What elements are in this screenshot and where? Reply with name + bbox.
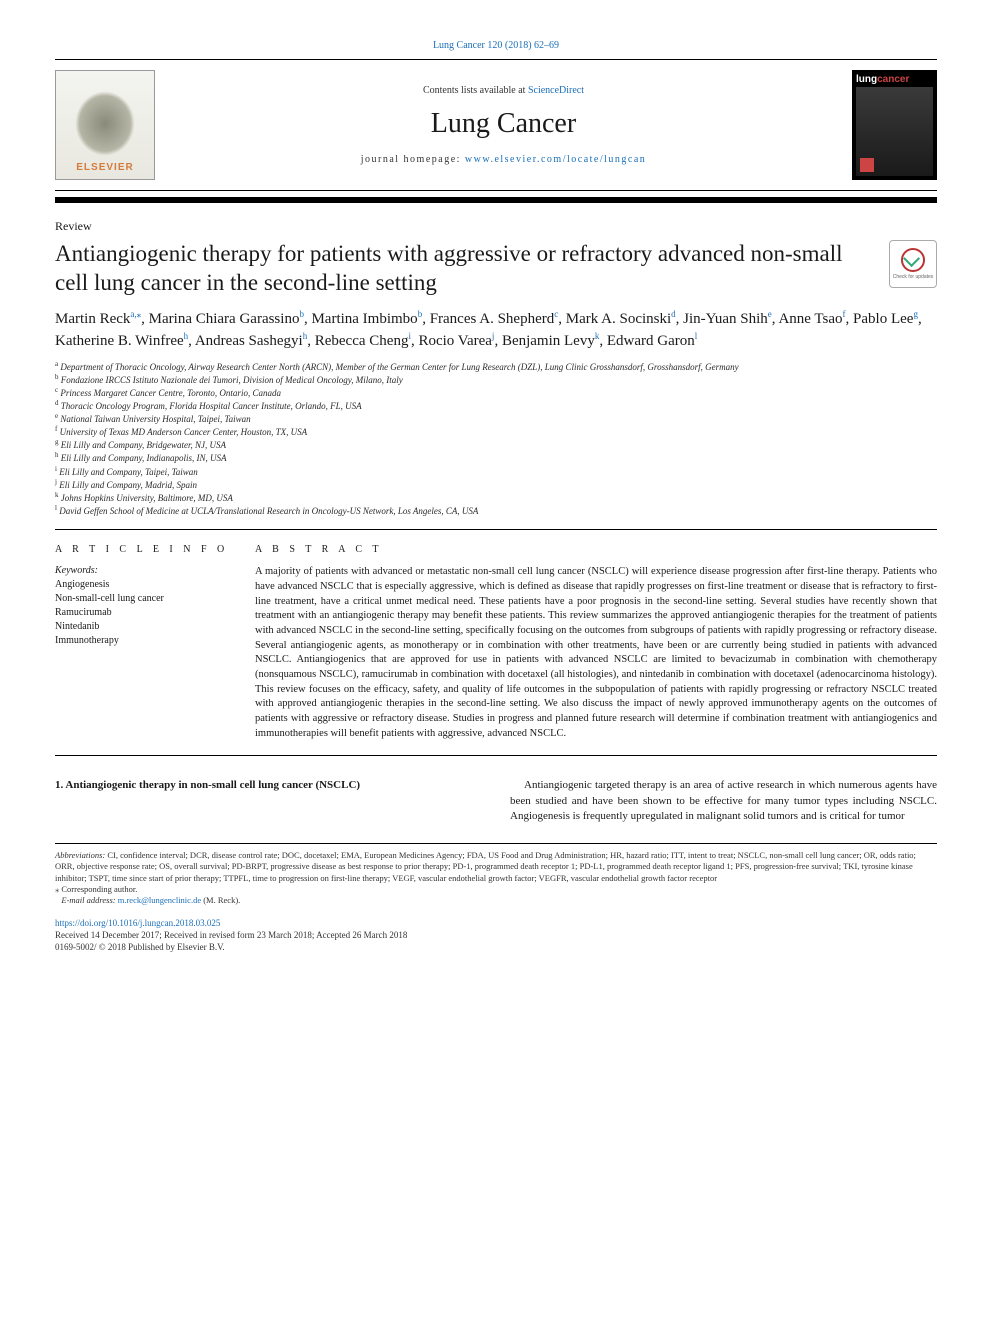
- keyword: Ramucirumab: [55, 606, 231, 620]
- crossmark-text: Check for updates: [893, 274, 934, 280]
- cover-cancer: cancer: [877, 74, 909, 85]
- article-type: Review: [55, 219, 937, 234]
- cover-lung: lung: [856, 74, 877, 85]
- keyword: Non-small-cell lung cancer: [55, 592, 231, 606]
- title-row: Antiangiogenic therapy for patients with…: [55, 240, 937, 298]
- keyword: Immunotherapy: [55, 634, 231, 648]
- issn-line: 0169-5002/ © 2018 Published by Elsevier …: [55, 942, 225, 952]
- author: , Jin-Yuan Shih: [676, 311, 768, 327]
- author: , Marina Chiara Garassino: [141, 311, 299, 327]
- affiliation: j Eli Lilly and Company, Madrid, Spain: [55, 478, 937, 491]
- author: Martin Reck: [55, 311, 130, 327]
- email-link[interactable]: m.reck@lungenclinic.de: [118, 895, 201, 905]
- affiliation: b Fondazione IRCCS Istituto Nazionale de…: [55, 373, 937, 386]
- authors: Martin Recka,⁎, Marina Chiara Garassinob…: [55, 308, 937, 352]
- author-sup: l: [695, 331, 698, 341]
- keyword: Nintedanib: [55, 620, 231, 634]
- body-para: Antiangiogenic targeted therapy is an ar…: [510, 778, 937, 824]
- abstract-heading: A B S T R A C T: [255, 544, 937, 555]
- doi-link[interactable]: https://doi.org/10.1016/j.lungcan.2018.0…: [55, 918, 220, 928]
- corr-text: Corresponding author.: [59, 884, 137, 894]
- abbrev-label: Abbreviations:: [55, 850, 105, 860]
- journal-cover: lungcancer: [852, 70, 937, 180]
- abstract: A B S T R A C T A majority of patients w…: [255, 544, 937, 741]
- footer: Abbreviations: CI, confidence interval; …: [55, 843, 937, 954]
- email-label: E-mail address:: [61, 895, 115, 905]
- affiliation: l David Geffen School of Medicine at UCL…: [55, 504, 937, 517]
- author: , Rocio Varea: [411, 333, 492, 349]
- affiliation: c Princess Margaret Cancer Centre, Toron…: [55, 386, 937, 399]
- sciencedirect-link[interactable]: ScienceDirect: [528, 85, 584, 96]
- article-info: A R T I C L E I N F O Keywords: Angiogen…: [55, 544, 255, 741]
- author: , Rebecca Cheng: [307, 333, 408, 349]
- crossmark-badge[interactable]: Check for updates: [889, 240, 937, 288]
- author: , Benjamin Levy: [494, 333, 594, 349]
- article-info-heading: A R T I C L E I N F O: [55, 544, 231, 555]
- affiliation: e National Taiwan University Hospital, T…: [55, 412, 937, 425]
- info-abstract-row: A R T I C L E I N F O Keywords: Angiogen…: [55, 544, 937, 741]
- email-suffix: (M. Reck).: [201, 895, 240, 905]
- email-line: E-mail address: m.reck@lungenclinic.de (…: [55, 895, 937, 906]
- affiliation: d Thoracic Oncology Program, Florida Hos…: [55, 399, 937, 412]
- abbrev-text: CI, confidence interval; DCR, disease co…: [55, 850, 916, 883]
- homepage-link[interactable]: www.elsevier.com/locate/lungcan: [465, 154, 646, 165]
- author: , Anne Tsao: [772, 311, 843, 327]
- abbreviations: Abbreviations: CI, confidence interval; …: [55, 850, 937, 884]
- author: , Martina Imbimbo: [304, 311, 418, 327]
- contents-line: Contents lists available at ScienceDirec…: [155, 85, 852, 96]
- elsevier-logo: ELSEVIER: [55, 70, 155, 180]
- received-line: Received 14 December 2017; Received in r…: [55, 930, 407, 940]
- header-center: Contents lists available at ScienceDirec…: [155, 85, 852, 165]
- keywords: Angiogenesis Non-small-cell lung cancer …: [55, 578, 231, 648]
- cover-title: lungcancer: [856, 74, 933, 85]
- crossmark-icon: [901, 248, 925, 272]
- author: , Edward Garon: [599, 333, 694, 349]
- thick-rule: [55, 197, 937, 203]
- keyword: Angiogenesis: [55, 578, 231, 592]
- homepage-line: journal homepage: www.elsevier.com/locat…: [155, 154, 852, 165]
- body-columns: 1. Antiangiogenic therapy in non-small c…: [55, 778, 937, 824]
- affiliation: g Eli Lilly and Company, Bridgewater, NJ…: [55, 438, 937, 451]
- affiliation: h Eli Lilly and Company, Indianapolis, I…: [55, 451, 937, 464]
- affiliation: k Johns Hopkins University, Baltimore, M…: [55, 491, 937, 504]
- citation: Lung Cancer 120 (2018) 62–69: [55, 40, 937, 51]
- cover-body: [856, 87, 933, 176]
- cover-square-icon: [860, 158, 874, 172]
- corresponding-author: ⁎ Corresponding author.: [55, 884, 937, 895]
- abstract-text: A majority of patients with advanced or …: [255, 565, 937, 741]
- contents-prefix: Contents lists available at: [423, 85, 528, 96]
- doi-block: https://doi.org/10.1016/j.lungcan.2018.0…: [55, 917, 937, 953]
- rule: [55, 755, 937, 756]
- author: , Mark A. Socinski: [558, 311, 671, 327]
- section-heading: 1. Antiangiogenic therapy in non-small c…: [55, 778, 482, 793]
- homepage-prefix: journal homepage:: [361, 154, 465, 165]
- keywords-label: Keywords:: [55, 565, 231, 576]
- journal-header: ELSEVIER Contents lists available at Sci…: [55, 59, 937, 191]
- elsevier-label: ELSEVIER: [76, 162, 133, 173]
- author: , Andreas Sashegyi: [188, 333, 303, 349]
- author: , Frances A. Shepherd: [422, 311, 554, 327]
- affiliation: i Eli Lilly and Company, Taipei, Taiwan: [55, 465, 937, 478]
- elsevier-tree-icon: [75, 91, 135, 156]
- author: , Pablo Lee: [846, 311, 914, 327]
- article-title: Antiangiogenic therapy for patients with…: [55, 240, 889, 298]
- affiliations: a Department of Thoracic Oncology, Airwa…: [55, 360, 937, 518]
- rule: [55, 529, 937, 530]
- affiliation: a Department of Thoracic Oncology, Airwa…: [55, 360, 937, 373]
- affiliation: f University of Texas MD Anderson Cancer…: [55, 425, 937, 438]
- journal-title: Lung Cancer: [155, 108, 852, 140]
